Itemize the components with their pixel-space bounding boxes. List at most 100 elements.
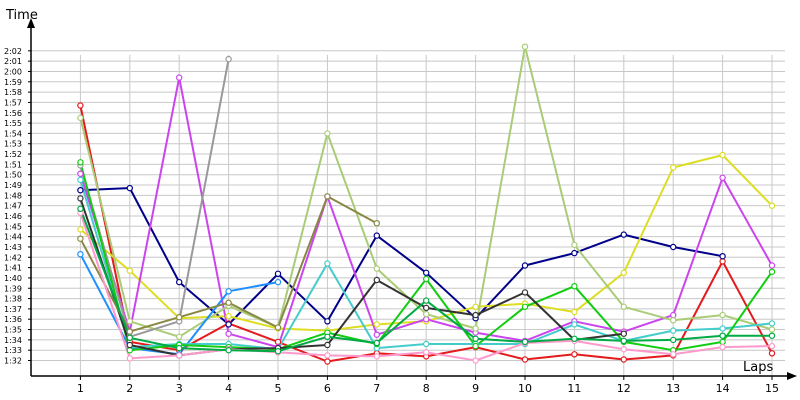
y-tick-labels: 1:32 1:331:341:35 1:361:371:38 1:391:401:41… — [4, 47, 31, 366]
data-point-series-1 — [324, 358, 331, 365]
y-tick-label: 1:35 — [4, 326, 22, 335]
data-point-series-13 — [571, 335, 578, 342]
y-tick-label: 1:52 — [4, 150, 22, 159]
y-tick-label: 1:41 — [4, 264, 22, 273]
data-point-series-10 — [521, 289, 529, 296]
data-point-series-1 — [571, 351, 578, 358]
data-point-series-5 — [175, 333, 183, 340]
data-point-series-12 — [126, 355, 134, 362]
data-point-series-5 — [719, 311, 726, 319]
data-point-series-3 — [126, 267, 134, 274]
data-point-series-11 — [225, 299, 232, 306]
data-point-series-2 — [175, 278, 183, 286]
y-tick-label: 2:02 — [4, 47, 22, 56]
y-tick-label: 2:01 — [4, 57, 22, 66]
x-tick-label: 15 — [765, 382, 779, 395]
data-point-series-2 — [423, 269, 430, 276]
data-point-series-12 — [423, 349, 430, 356]
data-point-series-3 — [571, 308, 578, 316]
data-point-series-5 — [77, 114, 84, 122]
data-point-series-4 — [423, 316, 430, 323]
x-tick-label: 12 — [617, 382, 631, 395]
data-point-series-6 — [225, 55, 232, 63]
data-point-series-13 — [472, 335, 479, 342]
data-point-series-13 — [423, 297, 430, 304]
data-point-series-13 — [521, 338, 529, 346]
data-point-series-12 — [768, 342, 776, 350]
y-tick-label: 1:53 — [4, 140, 22, 149]
data-point-series-13 — [719, 332, 726, 339]
data-point-series-9 — [768, 268, 776, 275]
data-point-series-1 — [77, 102, 84, 109]
data-point-series-4 — [175, 74, 183, 81]
data-point-series-9 — [423, 275, 430, 283]
x-axis-title: Laps — [743, 360, 773, 375]
y-tick-label: 1:49 — [4, 181, 22, 190]
y-tick-label: 1:56 — [4, 109, 22, 118]
y-tick-label: 1:36 — [4, 315, 22, 324]
data-point-series-4 — [373, 331, 380, 338]
y-tick-label: 1:32 — [4, 357, 22, 366]
x-tick-label: 5 — [275, 382, 282, 395]
data-point-series-9 — [571, 283, 578, 290]
data-point-series-13 — [620, 337, 628, 345]
data-point-series-1 — [620, 356, 628, 363]
data-point-series-1 — [768, 350, 776, 357]
data-point-series-4 — [719, 174, 726, 181]
data-point-series-13 — [126, 334, 134, 341]
data-point-series-9 — [521, 303, 529, 310]
data-point-series-5 — [670, 317, 677, 324]
y-tick-label: 1:33 — [4, 346, 22, 355]
y-tick-label: 1:47 — [4, 202, 22, 211]
data-point-series-8 — [77, 176, 84, 184]
data-point-series-2 — [77, 186, 84, 194]
y-tick-label: 1:51 — [4, 160, 22, 169]
data-point-series-13 — [175, 344, 183, 352]
y-tick-label: 1:54 — [4, 129, 22, 138]
data-point-series-4 — [225, 330, 232, 337]
data-point-series-3 — [373, 321, 380, 328]
data-point-series-2 — [225, 321, 232, 328]
data-point-series-3 — [225, 312, 232, 320]
y-tick-label: 1:46 — [4, 212, 22, 221]
data-point-series-12 — [472, 357, 479, 364]
data-point-series-2 — [274, 270, 282, 277]
data-point-series-13 — [225, 347, 232, 354]
y-tick-label: 1:55 — [4, 119, 22, 128]
y-tick-label: 1:44 — [4, 233, 22, 242]
data-point-series-1 — [274, 338, 282, 346]
data-point-series-8 — [324, 260, 331, 267]
y-tick-label: 1:40 — [4, 274, 22, 283]
data-point-series-2 — [373, 232, 380, 239]
data-point-series-7 — [77, 250, 84, 258]
x-tick-label: 6 — [324, 382, 331, 395]
data-point-series-9 — [77, 159, 84, 166]
data-point-series-8 — [571, 321, 578, 328]
data-point-series-12 — [719, 343, 726, 351]
y-tick-label: 1:39 — [4, 284, 22, 293]
data-point-series-5 — [472, 325, 479, 332]
y-axis-arrow — [27, 18, 35, 28]
data-point-series-11 — [274, 324, 282, 331]
data-point-series-5 — [324, 130, 331, 137]
x-tick-label: 14 — [716, 382, 730, 395]
x-tick-label: 2 — [126, 382, 133, 395]
x-tick-label: 9 — [472, 382, 479, 395]
y-tick-label: 1:50 — [4, 171, 22, 180]
data-point-series-12 — [620, 346, 628, 353]
y-tick-label: 1:59 — [4, 78, 22, 87]
data-point-series-2 — [521, 262, 529, 269]
data-point-series-2 — [719, 253, 726, 260]
data-point-series-12 — [670, 351, 677, 358]
data-point-series-9 — [719, 338, 726, 346]
data-point-series-5 — [768, 326, 776, 333]
y-axis-title: Time — [5, 8, 38, 23]
data-point-series-3 — [620, 269, 628, 276]
data-point-series-8 — [719, 325, 726, 332]
y-tick-label: 1:58 — [4, 88, 22, 97]
data-point-series-11 — [373, 219, 380, 227]
data-point-series-3 — [77, 226, 84, 233]
x-tick-label: 7 — [373, 382, 380, 395]
data-point-series-2 — [670, 243, 677, 251]
